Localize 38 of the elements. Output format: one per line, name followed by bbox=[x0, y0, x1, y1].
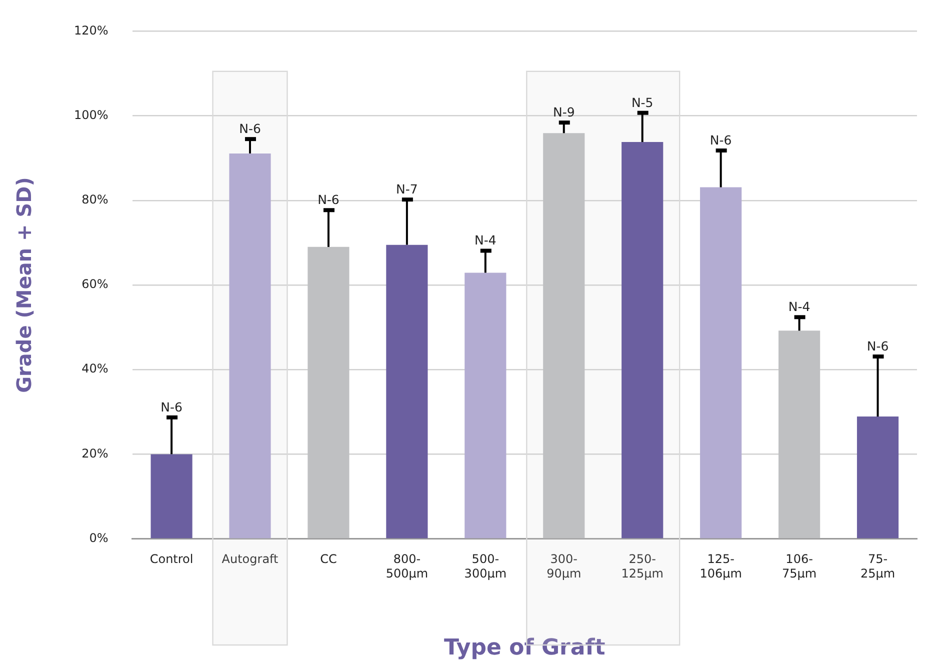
bar bbox=[543, 133, 585, 538]
bar bbox=[778, 330, 820, 538]
annotation: N-5 bbox=[631, 94, 654, 110]
y-tick-label: 20% bbox=[82, 446, 108, 460]
bar bbox=[464, 272, 506, 538]
x-tick-label: 250-125µm bbox=[621, 552, 664, 581]
x-tick-label: 106-75µm bbox=[782, 552, 817, 581]
bar bbox=[229, 153, 271, 538]
x-tick-label: Autograft bbox=[222, 552, 279, 566]
x-tick-label: Control bbox=[150, 552, 194, 566]
y-tick-label: 80% bbox=[82, 192, 108, 207]
annotation: N-9 bbox=[552, 104, 575, 120]
annotation: N-6 bbox=[866, 338, 889, 354]
annotation: N-6 bbox=[239, 121, 261, 136]
bar bbox=[700, 187, 742, 538]
x-tick-label: 500-300µm bbox=[464, 552, 507, 581]
y-tick-label: 100% bbox=[74, 108, 108, 122]
annotation: N-6 bbox=[710, 132, 732, 148]
bar bbox=[856, 416, 899, 538]
x-tick-label: 125-106µm bbox=[700, 552, 742, 581]
x-tick-label: 75-25µm bbox=[860, 552, 896, 581]
annotation: N-7 bbox=[396, 182, 418, 197]
bar bbox=[622, 142, 664, 538]
annotation: N-6 bbox=[160, 399, 182, 414]
y-tick-label: 40% bbox=[82, 362, 108, 376]
y-tick-label: 120% bbox=[74, 23, 108, 38]
y-tick-label: 60% bbox=[82, 277, 108, 292]
x-tick-label: 300-90µm bbox=[546, 552, 582, 581]
bar bbox=[308, 246, 350, 538]
annotation: N-4 bbox=[474, 232, 496, 248]
x-tick-label: 800-500µm bbox=[386, 552, 428, 581]
y-axis-title: Grade (Mean + SD) bbox=[12, 177, 36, 393]
bar bbox=[386, 244, 428, 538]
annotation: N-6 bbox=[318, 192, 340, 208]
y-tick-label: 0% bbox=[89, 530, 108, 545]
x-tick-label: CC bbox=[320, 552, 337, 566]
annotation: N-4 bbox=[788, 299, 810, 314]
bar bbox=[150, 454, 192, 538]
